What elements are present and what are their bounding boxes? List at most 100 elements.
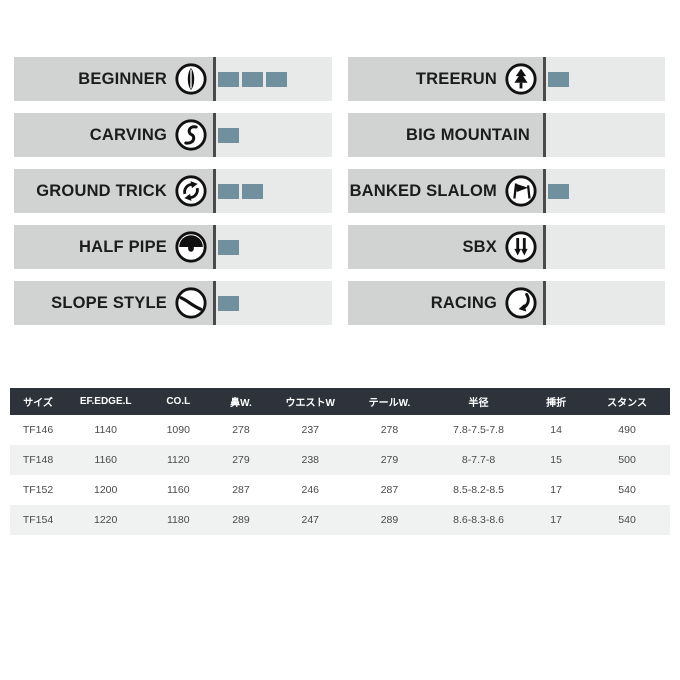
rating-label: TREERUN <box>415 69 497 88</box>
pine-tree-icon <box>504 62 538 96</box>
column-header: 半径 <box>429 388 529 415</box>
column-header: CO.L <box>145 388 212 415</box>
table-cell: 500 <box>618 454 636 466</box>
rating-divider <box>213 281 216 325</box>
rating-bar-segment <box>218 183 239 199</box>
column-header: 鼻W. <box>211 388 271 415</box>
rating-bar-segment <box>548 183 569 199</box>
table-cell: 238 <box>301 454 320 466</box>
table-cell: TF154 <box>22 514 54 526</box>
table-cell: 1160 <box>166 484 190 496</box>
table-cell: 289 <box>232 514 250 526</box>
table-cell: 1160 <box>94 454 117 466</box>
table-cell: 540 <box>618 484 636 496</box>
table-body: TF146 1140 1090 278 237 278 7.8-7.5-7.8 14 490 TF… <box>10 415 670 535</box>
rating-label-box: BEGINNER <box>14 57 213 101</box>
rating-bars <box>546 113 665 157</box>
rating-row: BANKED SLALOM <box>348 169 665 213</box>
column-header: 挿折 <box>528 388 585 415</box>
table-cell: 279 <box>232 454 250 466</box>
rating-label: BIG MOUNTAIN <box>406 125 530 144</box>
column-header: ウエストW <box>270 388 350 415</box>
rating-label-box: SBX <box>348 225 543 269</box>
rating-divider <box>543 57 546 101</box>
table-cell: TF152 <box>22 484 54 496</box>
rating-bars <box>546 225 665 269</box>
table-cell: 15 <box>550 454 562 466</box>
slope-curve-icon <box>174 286 208 320</box>
s-curve-icon <box>174 118 208 152</box>
rating-bar-segment <box>218 127 239 143</box>
table-cell: 17 <box>550 484 562 496</box>
table-cell: 1180 <box>166 514 190 526</box>
rating-bar-segment <box>218 295 239 311</box>
rating-row: BIG MOUNTAIN <box>348 113 665 157</box>
rating-label: RACING <box>430 293 497 312</box>
rating-row: RACING <box>348 281 665 325</box>
table-cell: 490 <box>618 424 636 436</box>
rating-divider <box>213 169 216 213</box>
table-cell: 1200 <box>94 484 118 496</box>
table-cell: 1120 <box>166 454 190 466</box>
table-cell: 1220 <box>94 514 118 526</box>
column-header: サイズ <box>10 388 67 415</box>
rating-bar-segment <box>218 239 239 255</box>
riding-style-ratings: BEGINNER CARVING GROUND TRICK HALF PIPE SLOP… <box>14 57 665 325</box>
table-cell: 7.8-7.5-7.8 <box>453 424 504 436</box>
rating-bar-segment <box>218 71 239 87</box>
table-cell: 17 <box>550 514 562 526</box>
rating-label-box: CARVING <box>14 113 213 157</box>
table-cell: 1140 <box>94 424 117 436</box>
rating-label: CARVING <box>89 125 167 144</box>
rating-bar-segment <box>242 71 263 87</box>
rating-label-box: BIG MOUNTAIN <box>348 113 543 157</box>
table-cell: 278 <box>380 424 399 436</box>
rating-bars <box>216 281 332 325</box>
rating-label-box: SLOPE STYLE <box>14 281 213 325</box>
table-cell: 247 <box>301 514 320 526</box>
table-row: TF154 1220 1180 289 247 289 8.6-8.3-8.6 17 540 <box>10 505 670 535</box>
rating-row: BEGINNER <box>14 57 332 101</box>
rotate-arrows-icon <box>174 174 208 208</box>
table-cell: 287 <box>380 484 399 496</box>
rating-divider <box>213 225 216 269</box>
rating-row: CARVING <box>14 113 332 157</box>
table-row: TF148 1160 1120 279 238 279 8-7.7-8 15 500 <box>10 445 670 475</box>
column-header: テールW. <box>349 388 430 415</box>
rating-divider <box>543 281 546 325</box>
rating-bars <box>216 225 332 269</box>
rating-label: SBX <box>462 237 497 256</box>
gate-flag-icon <box>504 174 538 208</box>
rating-divider <box>213 57 216 101</box>
rating-row: GROUND TRICK <box>14 169 332 213</box>
rating-label-box: RACING <box>348 281 543 325</box>
spec-table: サイズ EF.EDGE.L CO.L 鼻W. ウエストW テールW. 半径 挿折 スタンス TF… <box>10 388 670 535</box>
rating-divider <box>543 225 546 269</box>
rating-label: GROUND TRICK <box>36 181 167 200</box>
rating-bars <box>546 169 665 213</box>
column-header: EF.EDGE.L <box>66 388 146 415</box>
table-cell: 278 <box>232 424 250 436</box>
rating-label-box: HALF PIPE <box>14 225 213 269</box>
curved-arrow-icon <box>504 286 538 320</box>
rating-row: TREERUN <box>348 57 665 101</box>
double-down-arrow-icon <box>504 230 538 264</box>
snowboard-icon <box>174 62 208 96</box>
rating-label: HALF PIPE <box>79 237 167 256</box>
table-cell: 8.5-8.2-8.5 <box>453 484 504 496</box>
rating-bars <box>546 57 665 101</box>
table-cell: TF148 <box>22 454 54 466</box>
rating-bar-segment <box>242 183 263 199</box>
halfpipe-icon <box>174 230 208 264</box>
table-cell: 8.6-8.3-8.6 <box>453 514 504 526</box>
rating-bar-segment <box>548 71 569 87</box>
rating-label: SLOPE STYLE <box>51 293 167 312</box>
table-cell: 237 <box>301 424 320 436</box>
table-row: TF152 1200 1160 287 246 287 8.5-8.2-8.5 17 540 <box>10 475 670 505</box>
ratings-column-right: TREERUN BIG MOUNTAIN BANKED SLALOM SBX RACIN… <box>348 57 665 325</box>
rating-label: BEGINNER <box>78 69 167 88</box>
rating-divider <box>543 169 546 213</box>
rating-label-box: TREERUN <box>348 57 543 101</box>
rating-row: HALF PIPE <box>14 225 332 269</box>
rating-divider <box>543 113 546 157</box>
